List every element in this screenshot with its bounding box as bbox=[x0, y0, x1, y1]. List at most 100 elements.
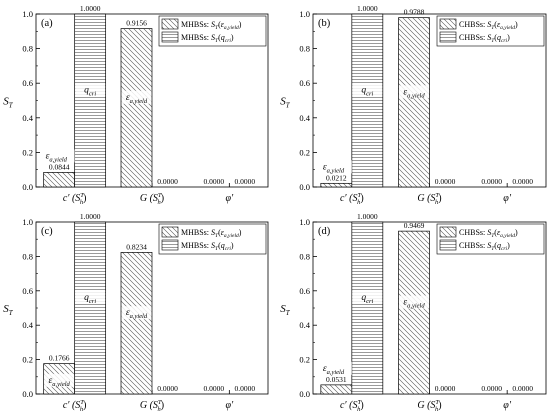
legend-entry: MHBSs: ST(qcri) bbox=[181, 241, 234, 252]
bar-value-label: 0.0000 bbox=[481, 384, 502, 393]
chart-panel-c: 0.0 0.2 0.4 0.6 0.8 1.0 ST c′ (ST h) G (ST h) φ′ 0.1… bbox=[3, 212, 269, 413]
y-tick-label: 0.6 bbox=[299, 78, 310, 88]
annotation-bg bbox=[352, 291, 383, 304]
panel-label: (b) bbox=[318, 18, 331, 29]
y-tick-label: 0.2 bbox=[299, 355, 310, 365]
bar-value-label: 0.0844 bbox=[49, 162, 70, 171]
x-category-label: φ′ bbox=[503, 193, 512, 204]
bar-value-label: 0.0000 bbox=[435, 384, 456, 393]
bar-value-label: 0.0531 bbox=[326, 375, 347, 384]
x-category-label: c′ (ST h) bbox=[340, 399, 364, 413]
legend-swatch bbox=[161, 31, 179, 43]
bar-value-label: 0.0212 bbox=[326, 173, 347, 182]
legend-swatch bbox=[439, 18, 457, 30]
bar-q-cri bbox=[74, 13, 107, 188]
y-tick-label: 1.0 bbox=[299, 9, 310, 19]
bar-value-label: 1.0000 bbox=[357, 212, 378, 221]
bar-eps-yield bbox=[398, 230, 430, 395]
legend-entry: MHBSs: ST(εa,yield) bbox=[181, 20, 242, 31]
y-axis-label: ST bbox=[280, 96, 291, 110]
legend-swatch bbox=[439, 31, 457, 43]
bar-eps-yield bbox=[120, 28, 153, 188]
annotation-bg bbox=[399, 295, 429, 309]
legend-entry: MHBSs: ST(qcri) bbox=[181, 33, 234, 44]
annotation-bg bbox=[321, 361, 352, 375]
x-category-label: c′ (ST h) bbox=[340, 192, 364, 206]
bar-value-label: 0.0000 bbox=[204, 177, 225, 186]
y-tick-label: 0.8 bbox=[22, 251, 33, 261]
x-category-label: φ′ bbox=[503, 400, 512, 411]
x-category-label: G (ST h) bbox=[417, 192, 441, 206]
annotation-bg bbox=[121, 306, 152, 320]
panel-label: (d) bbox=[318, 226, 331, 237]
y-tick-label: 0.8 bbox=[299, 251, 310, 261]
bar-value-label: 1.0000 bbox=[80, 4, 101, 13]
x-category-label: φ′ bbox=[225, 400, 234, 411]
y-axis-label: ST bbox=[3, 96, 14, 110]
bar-value-label: 0.0000 bbox=[157, 177, 178, 186]
bar-eps-yield bbox=[320, 182, 353, 188]
annotation-bg bbox=[352, 83, 383, 97]
bar-eps-yield bbox=[320, 384, 353, 395]
bar-q-cri bbox=[74, 221, 107, 395]
bar-annotation: εa,yield bbox=[46, 151, 68, 163]
bar-value-label: 0.8234 bbox=[126, 242, 147, 251]
x-category-label: G (ST h) bbox=[417, 399, 441, 413]
bar-value-label: 0.9469 bbox=[404, 221, 425, 230]
panel-label: (c) bbox=[41, 226, 53, 237]
y-tick-label: 0.8 bbox=[299, 44, 310, 54]
y-tick-label: 0.8 bbox=[22, 44, 33, 54]
annotation-bg bbox=[321, 160, 352, 174]
bar-eps-yield bbox=[43, 172, 76, 188]
y-tick-label: 0.6 bbox=[22, 78, 33, 88]
legend-entry: CHBSs: ST(qcri) bbox=[459, 241, 510, 252]
y-tick-label: 0.6 bbox=[22, 286, 33, 296]
y-tick-label: 0.2 bbox=[22, 147, 33, 157]
x-category-label: c′ (ST h) bbox=[63, 399, 87, 413]
y-tick-label: 0.4 bbox=[22, 113, 33, 123]
annotation-bg bbox=[121, 90, 152, 104]
bar-annotation: εa,yield bbox=[126, 93, 148, 105]
y-tick-label: 0.2 bbox=[22, 355, 33, 365]
y-axis-label: ST bbox=[3, 303, 14, 317]
bar-annotation: εa,yield bbox=[323, 162, 345, 174]
x-category-label: c′ (ST h) bbox=[63, 192, 87, 206]
bar-q-cri bbox=[351, 13, 384, 188]
annotation-bg bbox=[44, 149, 75, 163]
bar-value-label: 0.0000 bbox=[512, 177, 533, 186]
x-category-label: G (ST h) bbox=[140, 399, 164, 413]
legend-entry: CHBSs: ST(qcri) bbox=[459, 33, 510, 44]
bar-annotation: qcri bbox=[361, 86, 373, 98]
legend-swatch bbox=[439, 226, 457, 238]
bar-annotation: εa,yield bbox=[126, 308, 148, 320]
bar-annotation: εa,yield bbox=[323, 364, 345, 376]
bar-annotation: εa,yield bbox=[403, 298, 425, 310]
bar-value-label: 1.0000 bbox=[80, 212, 101, 221]
bar-value-label: 0.0000 bbox=[235, 384, 256, 393]
legend-entry: CHBSs: ST(εa,yield) bbox=[459, 20, 518, 31]
bar-annotation: qcri bbox=[84, 86, 96, 98]
bar-value-label: 0.1766 bbox=[49, 354, 70, 363]
bar-q-cri bbox=[351, 221, 384, 395]
y-tick-label: 0.0 bbox=[299, 182, 310, 192]
x-category-label: φ′ bbox=[225, 193, 234, 204]
legend-swatch bbox=[161, 18, 179, 30]
legend-entry: CHBSs: ST(εa,yield) bbox=[459, 228, 518, 239]
y-tick-label: 0.4 bbox=[22, 320, 33, 330]
y-tick-label: 0.4 bbox=[299, 320, 310, 330]
annotation-bg bbox=[44, 373, 75, 387]
bar-annotation: εa,yield bbox=[49, 376, 71, 388]
bar-value-label: 0.0000 bbox=[204, 384, 225, 393]
panel-label: (a) bbox=[41, 18, 53, 29]
legend-swatch bbox=[161, 226, 179, 238]
y-tick-label: 1.0 bbox=[299, 217, 310, 227]
bar-value-label: 0.9788 bbox=[404, 8, 425, 17]
annotation-bg bbox=[75, 291, 106, 304]
legend-swatch bbox=[439, 239, 457, 251]
bar-value-label: 0.0000 bbox=[157, 384, 178, 393]
bar-value-label: 0.0000 bbox=[235, 177, 256, 186]
y-axis-label: ST bbox=[280, 303, 291, 317]
